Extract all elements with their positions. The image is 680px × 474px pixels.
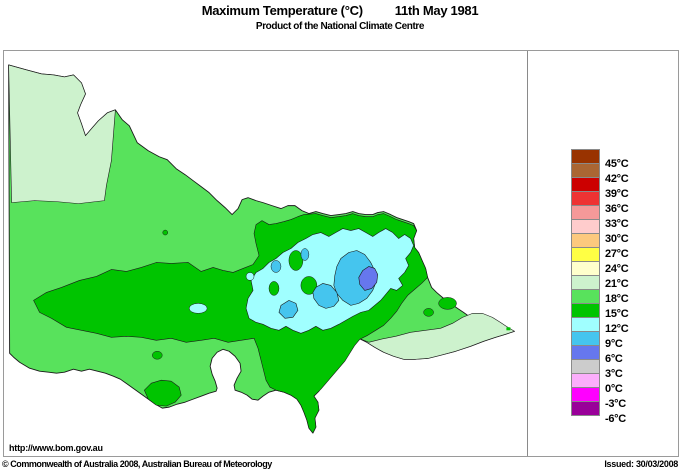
legend-swatch-6-9c — [571, 331, 600, 346]
map-date: 11th May 1981 — [394, 3, 479, 18]
legend-swatch-12-15c — [571, 303, 600, 318]
region-12-15c-spot-gippsland-2 — [423, 308, 434, 317]
legend-tick-label-27C: 27°C — [605, 248, 629, 260]
legend-swatch-3-6c — [571, 345, 600, 360]
legend-tick-label-36C: 36°C — [605, 203, 629, 215]
legend-swatch-neg6-neg3c — [571, 387, 600, 402]
legend-swatch-15-18c — [571, 289, 600, 304]
region-12-15c-spot-west — [152, 351, 163, 360]
region-6-9c-dot-2 — [300, 248, 310, 261]
legend-tick-label-30C: 30°C — [605, 233, 629, 245]
region-9-12c-spot-north — [245, 272, 255, 281]
legend-tick-label-42C: 42°C — [605, 173, 629, 185]
region-18-21c-northwest — [8, 64, 116, 204]
legend-tick-label--3C: -3°C — [605, 398, 626, 410]
region-12-15c-islet-1 — [288, 250, 304, 271]
page-title: Maximum Temperature (°C) — [201, 3, 363, 18]
region-12-15c-spot-gippsland-1 — [438, 297, 457, 310]
victoria-temperature-map — [8, 64, 515, 434]
legend-tick-label-9C: 9°C — [605, 338, 623, 350]
legend-tick-label-39C: 39°C — [605, 188, 629, 200]
legend-tick-label-21C: 21°C — [605, 278, 629, 290]
legend-tick-label--6C: -6°C — [605, 413, 626, 425]
legend-swatch-neg3-0c — [571, 373, 600, 388]
header-line: Maximum Temperature (°C) 11th May 1981 — [0, 2, 680, 20]
region-6-9c-main — [333, 250, 378, 306]
legend-swatch-column — [571, 149, 600, 416]
legend-swatch-9-12c — [571, 317, 600, 332]
legend-tick-label-6C: 6°C — [605, 353, 623, 365]
legend-swatch-33-36c — [571, 205, 600, 220]
region-3-6c-alpine — [358, 266, 379, 291]
bom-url-label: http://www.bom.gov.au — [9, 443, 103, 453]
region-12-15c-islet-3 — [268, 281, 280, 296]
region-18-21c-gippsland-coast — [358, 313, 515, 360]
legend-swatch-18-21c — [571, 275, 600, 290]
legend-swatch-39-42c — [571, 177, 600, 192]
legend-swatch-27-30c — [571, 233, 600, 248]
legend-swatch-below-neg6c — [571, 401, 600, 416]
region-12-15c-dot-north — [162, 229, 168, 236]
page-subtitle: Product of the National Climate Centre — [255, 21, 425, 32]
region-12-15c-islet-2 — [300, 276, 318, 295]
legend-swatch-above-45c — [571, 149, 600, 164]
copyright-text: © Commonwealth of Australia 2008, Austra… — [2, 459, 272, 469]
legend-tick-label-0C: 0°C — [605, 383, 623, 395]
legend-swatch-0-3c — [571, 359, 600, 374]
legend-tick-label-45C: 45°C — [605, 158, 629, 170]
legend-tick-label-33C: 33°C — [605, 218, 629, 230]
legend-tick-label-18C: 18°C — [605, 293, 629, 305]
region-6-9c-southwest — [278, 300, 299, 319]
legend-tick-label-15C: 15°C — [605, 308, 629, 320]
region-6-9c-west — [312, 283, 340, 309]
legend-swatch-24-27c — [571, 247, 600, 262]
map-legend-divider — [527, 51, 528, 456]
legend-swatch-21-24c — [571, 261, 600, 276]
legend-tick-label-3C: 3°C — [605, 368, 623, 380]
legend-swatch-36-39c — [571, 191, 600, 206]
legend-tick-label-12C: 12°C — [605, 323, 629, 335]
region-12-15c-otways — [144, 379, 182, 407]
legend-swatch-42-45c — [571, 163, 600, 178]
region-6-9c-dot-1 — [270, 260, 282, 273]
legend-tick-label-24C: 24°C — [605, 263, 629, 275]
legend-swatch-30-33c — [571, 219, 600, 234]
map-frame: 45°C 42°C 39°C 36°C 33°C 30°C 27°C 24°C 21°C 18°C… — [3, 50, 679, 457]
issued-date: Issued: 30/03/2008 — [604, 459, 678, 469]
region-9-12c-spot-west — [188, 303, 208, 314]
region-12-15c-dot-east-tip — [506, 327, 511, 331]
